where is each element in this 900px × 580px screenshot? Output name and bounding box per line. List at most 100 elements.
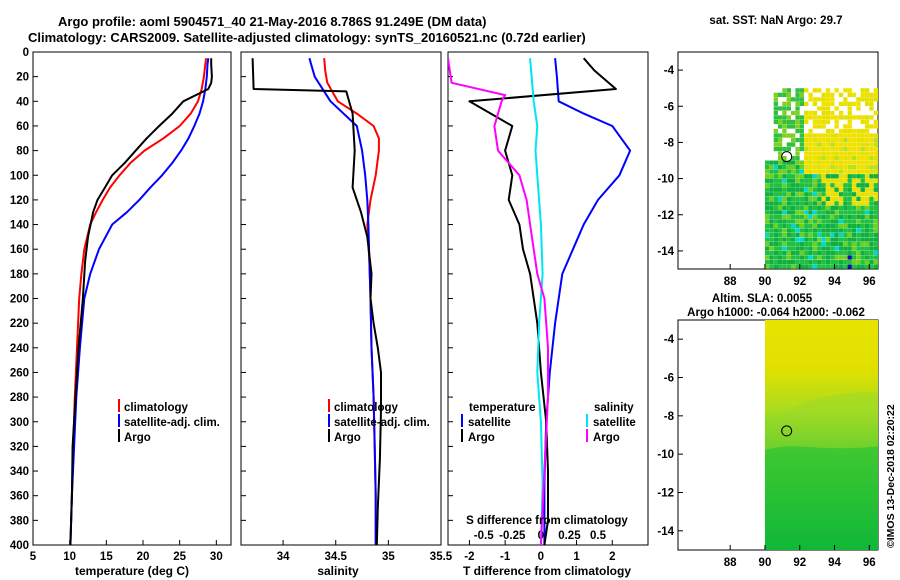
sst-cell [847,174,852,179]
sst-cell [808,97,813,102]
sst-cell [834,156,839,161]
sst-cell [795,137,800,143]
sst-cell [847,146,852,152]
map-y-tick-label: -14 [657,526,674,538]
sst-cell [808,133,813,138]
sst-cell [808,169,813,174]
sst-cell [773,160,778,165]
sst-cell [856,142,861,147]
sst-cell [851,250,857,256]
sst-cell [782,219,787,224]
sst-cell [778,228,783,233]
sst-cell [847,196,852,201]
sst-cell [817,264,822,269]
sst-cell [808,142,813,147]
sst-cell [799,119,804,125]
sst-cell [817,115,822,120]
sst-cell [865,260,870,265]
sst-cell [821,196,826,201]
sst-cell [830,237,835,242]
sst-cell [799,196,804,201]
sst-cell [799,92,804,97]
sst-cell [778,142,783,147]
sst-cell [804,119,809,125]
sst-cell [830,156,835,161]
sst-cell [812,110,818,116]
sst-cell [812,210,818,215]
sst-cell [791,264,796,269]
sst-cell [851,115,857,120]
sst-cell [773,219,778,224]
sst-cell [804,174,809,179]
sst-cell [804,246,809,251]
sst-cell [847,183,852,188]
sst-cell [825,232,831,238]
temperature-series [69,58,213,545]
sst-cell [856,187,861,192]
sst-cell [817,178,822,183]
sst-cell [873,133,878,138]
sst-cell [778,133,783,138]
sst-cell [830,133,835,138]
map-y-tick-label: -6 [664,101,674,113]
sst-cell [838,237,844,242]
sst-cell [869,151,874,156]
sst-cell [786,183,791,188]
sst-cell [873,160,878,165]
sst-cell [830,115,835,120]
sst-argo-marker [781,151,793,163]
sst-cell [778,260,783,265]
sst-cell [817,260,822,265]
sst-cell [812,223,818,229]
sst-cell [830,187,835,192]
sst-cell [778,250,783,256]
sst-cell [830,92,835,97]
sst-cell [847,205,852,210]
sst-cell [869,192,874,197]
sst-cell [869,97,874,102]
sst-cell [856,101,861,106]
sst-cell [769,219,774,224]
sst-cell [821,228,826,233]
sst-cell [812,119,818,125]
sst-cell [825,241,831,247]
sst-cell [869,156,874,161]
sst-cell [869,201,874,206]
sst-cell [769,183,774,188]
sst-cell [782,128,787,134]
salinity-difference-axis-ticks: -0.5 -0.25 0 0.25 0.5 [474,530,607,542]
sst-cell [869,228,874,233]
sst-cell [773,137,778,143]
sst-cell [821,264,826,269]
sst-cell [838,151,844,156]
sst-cell [830,146,835,152]
sst-cell [795,174,800,179]
sst-cell [773,264,778,269]
sst-cell [799,264,804,269]
sst-cell [821,174,826,179]
sst-cell [865,146,870,152]
sst-cell [795,223,800,229]
sst-cell [834,241,839,247]
sst-cell [782,92,787,97]
sst-cell [808,151,813,156]
sst-cell [860,142,865,147]
sst-map-cells [765,88,878,269]
sst-cell [808,246,813,251]
sst-cell [821,133,826,138]
sst-cell [869,142,874,147]
sst-cell [851,133,857,138]
sst-cell [825,151,831,156]
sst-cell [804,110,809,116]
sst-cell [782,223,787,229]
sst-cell [821,187,826,192]
sst-cell [786,264,791,269]
sst-cell [782,88,787,93]
sst-cell [838,178,844,183]
sst-cell [843,237,848,242]
sst-cell [821,178,826,183]
sst-cell [786,241,791,247]
sst-cell [865,219,870,224]
sst-cell [843,178,848,183]
sst-cell [838,241,844,247]
